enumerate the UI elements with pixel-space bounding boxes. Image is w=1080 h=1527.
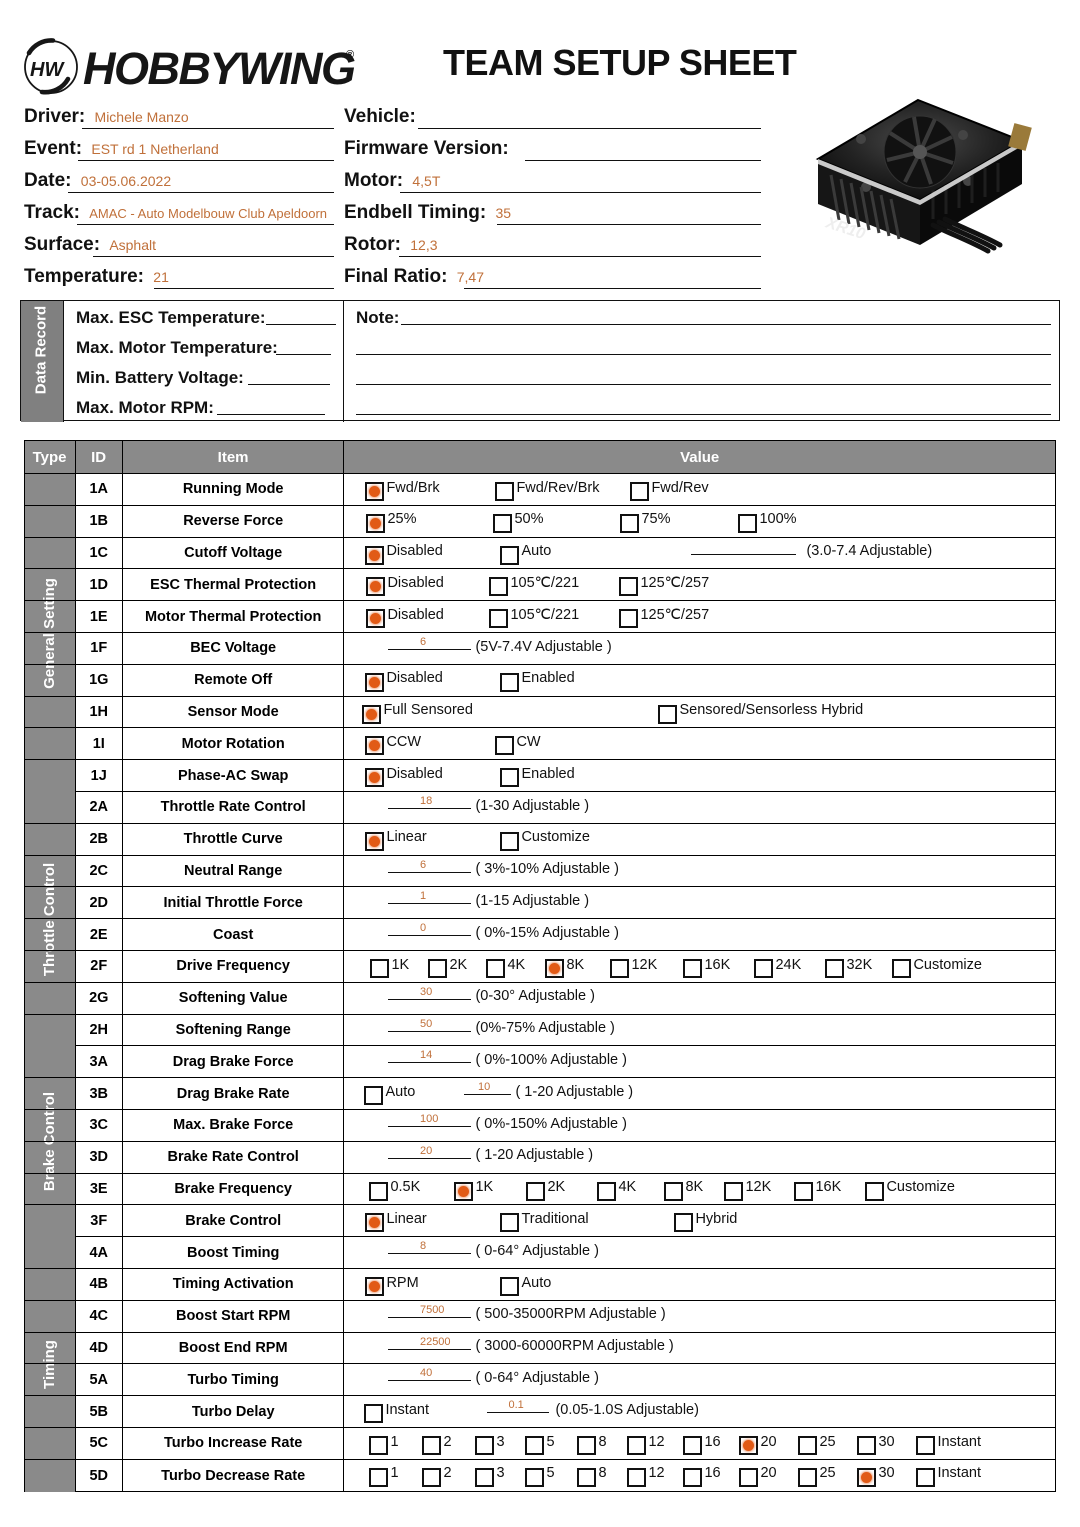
- svg-text:HOBBYWING: HOBBYWING: [83, 43, 355, 94]
- svg-text:HW: HW: [30, 59, 65, 81]
- svg-text:®: ®: [346, 49, 354, 61]
